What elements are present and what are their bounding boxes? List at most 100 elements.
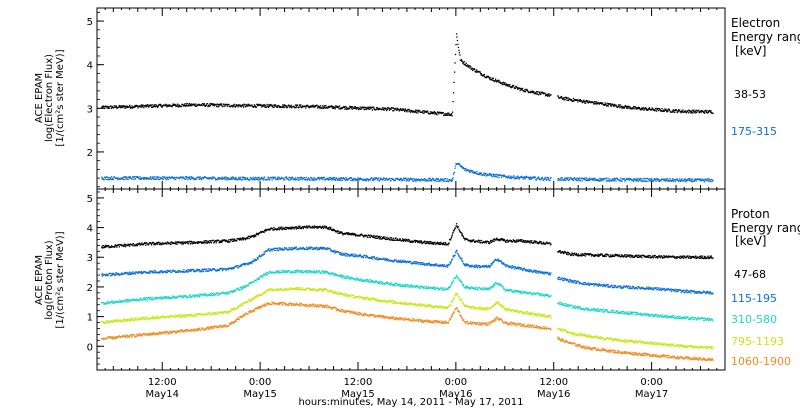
electron-point-38-53 <box>263 104 265 106</box>
electron-point-38-53 <box>129 107 132 109</box>
electron-point-38-53 <box>255 106 257 108</box>
proton-point-47-68 <box>559 250 561 252</box>
proton-point-115-195 <box>139 271 141 273</box>
proton-point-115-195 <box>141 271 143 273</box>
electron-point-38-53 <box>456 39 459 42</box>
proton-point-47-68 <box>269 229 271 231</box>
proton-point-115-195 <box>331 250 333 252</box>
electron-point-38-53 <box>265 104 267 107</box>
proton-point-47-68 <box>154 244 156 246</box>
electron-point-175-315 <box>221 176 223 178</box>
proton-point-47-68 <box>443 242 445 244</box>
proton-point-115-195 <box>330 250 332 252</box>
proton-point-115-195 <box>318 248 321 251</box>
electron-point-175-315 <box>208 178 210 180</box>
proton-point-115-195 <box>430 265 432 267</box>
electron-point-175-315 <box>671 179 673 181</box>
proton-point-115-195 <box>378 257 380 260</box>
electron-point-38-53 <box>216 105 218 108</box>
proton-point-47-68 <box>105 244 107 246</box>
proton-point-47-68 <box>563 252 565 255</box>
electron-point-38-53 <box>581 100 583 102</box>
electron-point-175-315 <box>585 179 587 181</box>
electron-point-175-315 <box>289 177 291 179</box>
proton-point-115-195 <box>171 270 173 272</box>
proton-point-115-195 <box>383 257 385 259</box>
proton-point-115-195 <box>180 271 183 273</box>
electron-point-38-53 <box>266 103 268 106</box>
electron-point-38-53 <box>186 103 188 105</box>
electron-point-175-315 <box>431 179 433 181</box>
electron-point-175-315 <box>351 177 353 179</box>
electron-point-38-53 <box>588 101 590 104</box>
electron-point-175-315 <box>385 177 388 179</box>
electron-point-175-315 <box>389 177 391 180</box>
electron-point-38-53 <box>371 109 373 111</box>
proton-point-115-195 <box>384 259 386 261</box>
proton-point-47-68 <box>328 227 330 229</box>
electron-point-175-315 <box>299 176 301 179</box>
proton-point-47-68 <box>287 227 289 229</box>
proton-point-115-195 <box>488 264 490 267</box>
electron-point-175-315 <box>704 178 707 180</box>
proton-point-47-68 <box>186 242 188 244</box>
electron-point-38-53 <box>174 103 176 106</box>
electron-point-38-53 <box>423 110 425 112</box>
electron-point-38-53 <box>364 108 366 111</box>
proton-point-115-195 <box>102 273 104 275</box>
electron-point-38-53 <box>167 104 169 106</box>
proton-point-47-68 <box>182 241 184 243</box>
electron-point-38-53 <box>656 110 658 112</box>
proton-point-47-68 <box>423 241 425 243</box>
electron-point-38-53 <box>136 105 139 107</box>
electron-point-38-53 <box>261 104 263 106</box>
electron-point-38-53 <box>376 108 378 110</box>
proton-point-47-68 <box>709 257 711 259</box>
electron-point-38-53 <box>664 109 667 111</box>
electron-point-175-315 <box>252 178 255 180</box>
electron-point-175-315 <box>655 180 657 182</box>
proton-point-47-68 <box>696 257 698 259</box>
electron-point-38-53 <box>542 93 544 95</box>
electron-ytick-label-5: 5 <box>87 17 93 28</box>
proton-point-115-195 <box>534 271 536 274</box>
electron-point-38-53 <box>658 109 660 112</box>
proton-point-115-195 <box>426 263 428 266</box>
proton-point-47-68 <box>389 239 391 241</box>
electron-point-175-315 <box>687 179 689 181</box>
proton-point-115-195 <box>169 269 171 271</box>
proton-point-47-68 <box>620 254 623 256</box>
proton-point-115-195 <box>110 275 112 277</box>
electron-point-175-315 <box>458 163 461 165</box>
electron-point-175-315 <box>313 179 316 181</box>
electron-point-175-315 <box>178 178 181 180</box>
proton-point-115-195 <box>250 263 252 265</box>
proton-point-47-68 <box>691 256 693 258</box>
electron-point-175-315 <box>124 176 126 178</box>
electron-ytick-label-2: 2 <box>87 148 93 159</box>
proton-point-115-195 <box>461 258 463 260</box>
proton-point-47-68 <box>534 240 536 242</box>
electron-point-175-315 <box>572 178 574 180</box>
electron-point-175-315 <box>614 178 617 180</box>
electron-point-38-53 <box>357 107 359 109</box>
electron-point-175-315 <box>303 178 305 180</box>
electron-point-38-53 <box>314 105 317 108</box>
proton-ytick-label-0: 0 <box>87 342 93 353</box>
electron-point-175-315 <box>642 180 645 182</box>
proton-point-47-68 <box>205 242 207 244</box>
electron-point-175-315 <box>315 179 318 181</box>
proton-point-47-68 <box>710 257 712 259</box>
electron-point-38-53 <box>465 62 467 64</box>
proton-point-47-68 <box>503 239 506 241</box>
proton-point-115-195 <box>455 251 457 253</box>
electron-point-175-315 <box>191 176 193 179</box>
electron-point-38-53 <box>404 110 406 113</box>
electron-panel-frame <box>96 7 726 190</box>
proton-point-115-195 <box>224 268 227 270</box>
electron-point-175-315 <box>382 178 384 180</box>
proton-point-115-195 <box>251 262 253 264</box>
proton-point-115-195 <box>435 264 437 266</box>
proton-point-47-68 <box>240 238 242 240</box>
proton-point-47-68 <box>493 238 495 240</box>
